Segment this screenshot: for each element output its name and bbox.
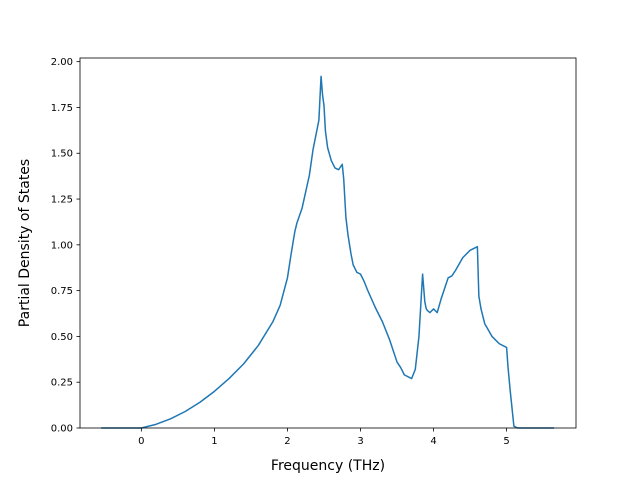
y-tick-label: 1.75 xyxy=(51,103,73,114)
x-tick-label: 4 xyxy=(430,436,436,447)
x-tick-label: 5 xyxy=(503,436,509,447)
x-tick-label: 1 xyxy=(211,436,217,447)
y-tick-label: 0.00 xyxy=(51,424,73,435)
x-tick-label: 3 xyxy=(357,436,363,447)
series-layer xyxy=(101,75,555,429)
y-tick-label: 1.00 xyxy=(51,240,73,251)
x-axis-ticks: 0 1 2 3 4 5 xyxy=(138,428,510,447)
y-axis-label: Partial Density of States xyxy=(17,159,33,327)
y-tick-label: 0.50 xyxy=(51,332,73,343)
y-tick-label: 1.25 xyxy=(51,195,73,206)
plot-area xyxy=(80,58,576,428)
series-line-0 xyxy=(101,75,555,429)
x-tick-label: 0 xyxy=(138,436,144,447)
y-axis-ticks: 0.00 0.25 0.50 0.75 1.00 1.25 1.50 1.75 2.00 xyxy=(51,57,80,435)
plot-frame xyxy=(79,57,577,429)
y-tick-label: 0.75 xyxy=(51,286,73,297)
x-tick-label: 2 xyxy=(284,436,290,447)
y-tick-label: 2.00 xyxy=(51,57,73,68)
y-tick-label: 1.50 xyxy=(51,149,73,160)
y-tick-label: 0.25 xyxy=(51,378,73,389)
x-axis-label: Frequency (THz) xyxy=(271,458,385,474)
